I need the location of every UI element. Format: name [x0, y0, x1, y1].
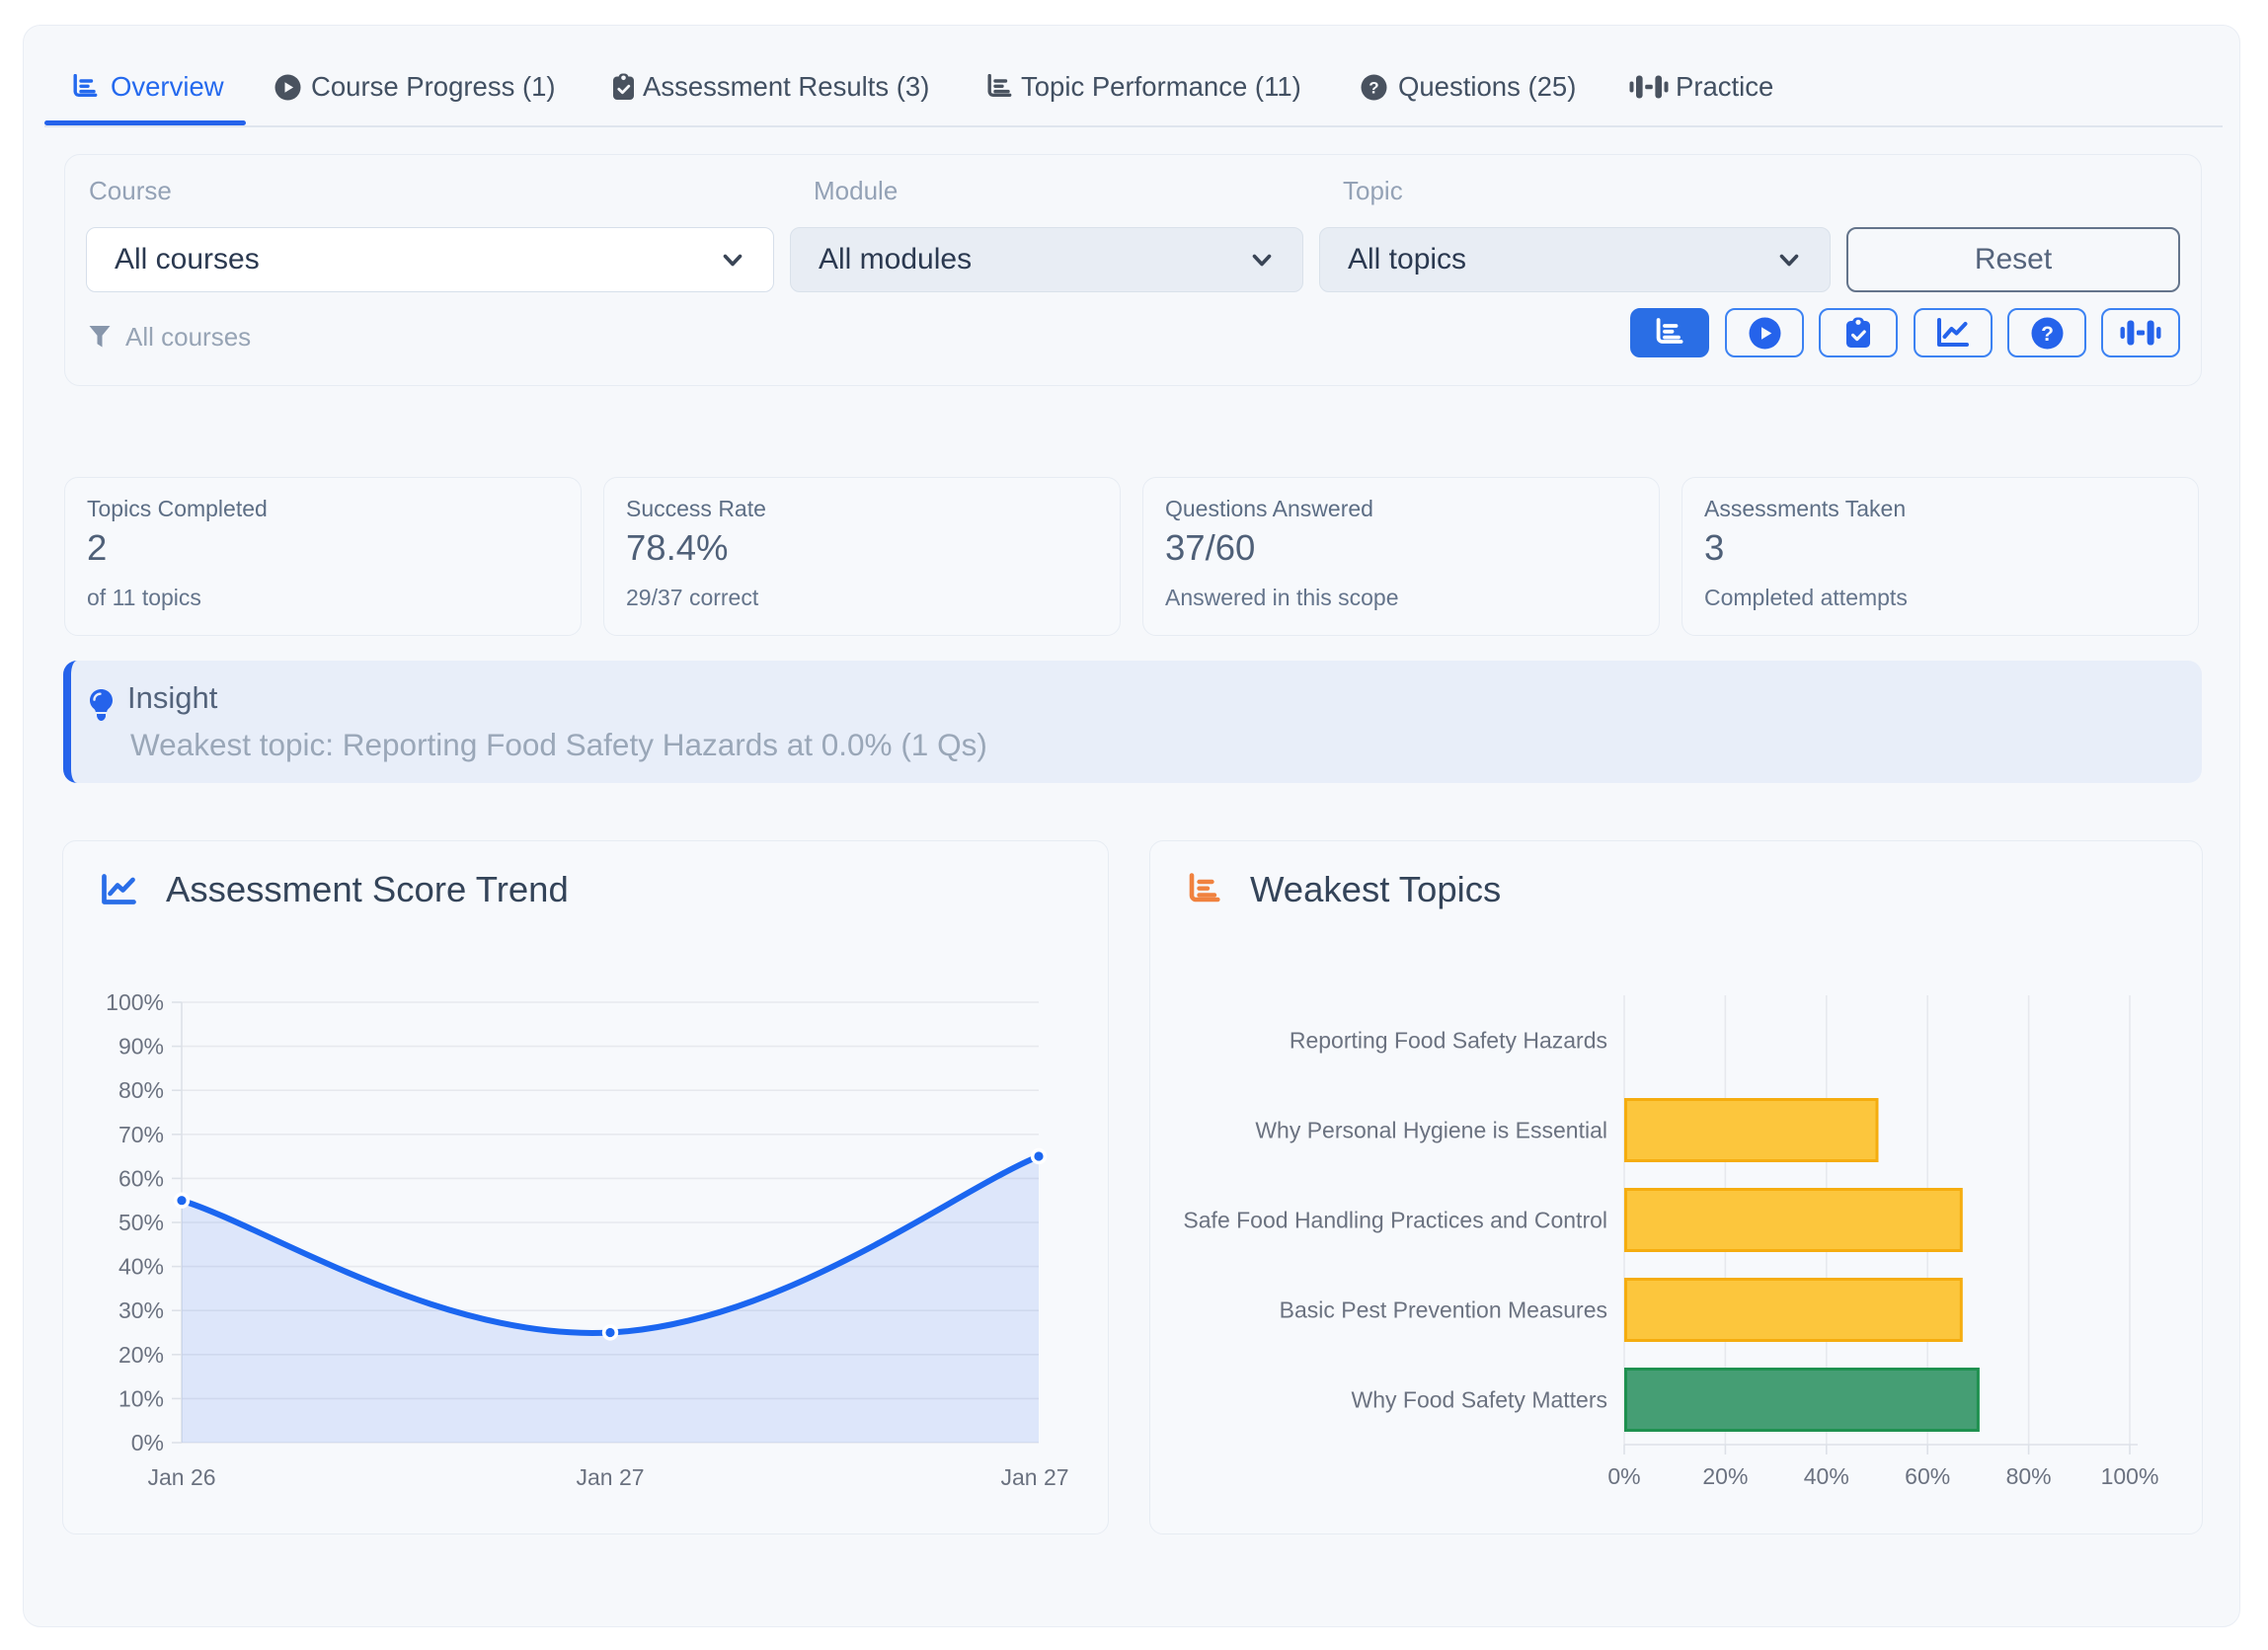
svg-text:Jan 26: Jan 26: [147, 1464, 215, 1490]
svg-text:100%: 100%: [2101, 1463, 2159, 1489]
svg-text:70%: 70%: [118, 1122, 164, 1147]
svg-text:20%: 20%: [118, 1342, 164, 1368]
svg-text:40%: 40%: [118, 1254, 164, 1280]
svg-text:Jan 27: Jan 27: [1000, 1464, 1068, 1490]
svg-text:40%: 40%: [1804, 1463, 1849, 1489]
svg-text:60%: 60%: [1905, 1463, 1950, 1489]
svg-text:0%: 0%: [1607, 1463, 1640, 1489]
svg-text:?: ?: [1369, 78, 1378, 97]
svg-text:50%: 50%: [118, 1210, 164, 1235]
svg-text:Why Food Safety Matters: Why Food Safety Matters: [1352, 1387, 1607, 1413]
svg-text:80%: 80%: [118, 1077, 164, 1103]
svg-text:Jan 27: Jan 27: [576, 1464, 644, 1490]
svg-text:Safe Food Handling Practices a: Safe Food Handling Practices and Control: [1183, 1208, 1607, 1233]
svg-text:30%: 30%: [118, 1297, 164, 1323]
svg-text:Why Personal Hygiene is Essent: Why Personal Hygiene is Essential: [1255, 1118, 1607, 1143]
svg-text:Basic Pest Prevention Measures: Basic Pest Prevention Measures: [1280, 1297, 1607, 1323]
svg-text:0%: 0%: [131, 1430, 164, 1455]
svg-text:20%: 20%: [1702, 1463, 1748, 1489]
svg-text:Reporting Food Safety Hazards: Reporting Food Safety Hazards: [1290, 1028, 1607, 1054]
svg-text:10%: 10%: [118, 1385, 164, 1411]
svg-text:80%: 80%: [2006, 1463, 2052, 1489]
svg-text:90%: 90%: [118, 1034, 164, 1060]
svg-text:60%: 60%: [118, 1165, 164, 1191]
svg-text:100%: 100%: [106, 989, 164, 1015]
svg-text:?: ?: [2041, 323, 2054, 346]
